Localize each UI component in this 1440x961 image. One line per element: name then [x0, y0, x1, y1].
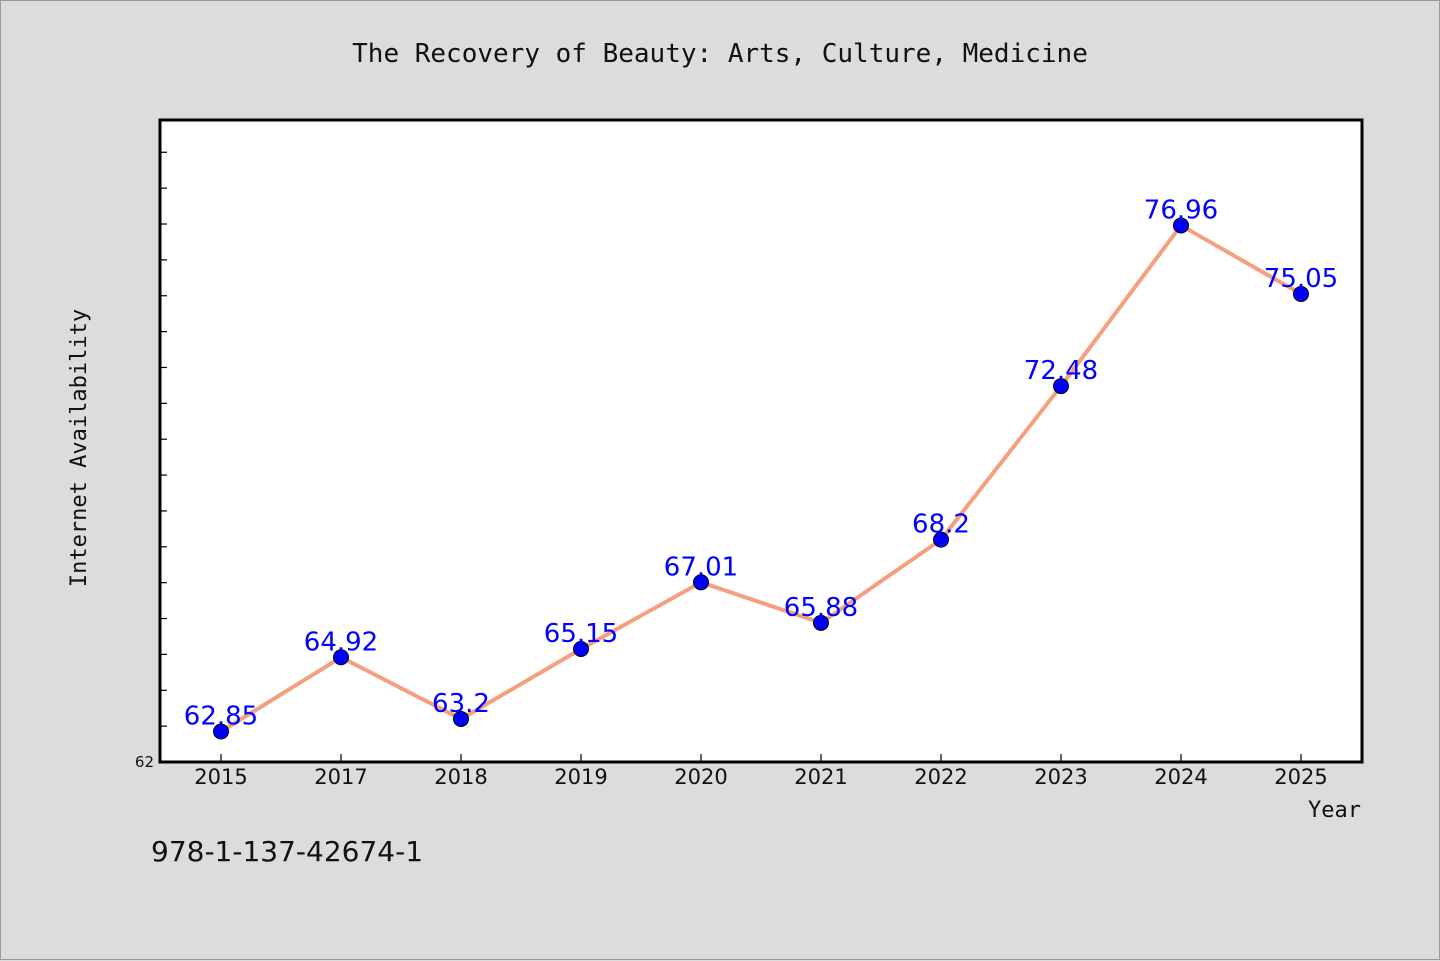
x-tick-label: 2021	[794, 765, 847, 789]
data-label: 75.05	[1264, 264, 1338, 294]
x-tick-label: 2015	[194, 765, 247, 789]
data-point	[1053, 378, 1069, 395]
data-point	[573, 641, 589, 658]
data-point	[1293, 285, 1309, 302]
data-point	[333, 649, 349, 666]
x-tick-label: 2024	[1154, 765, 1207, 789]
x-tick-label: 2022	[914, 765, 967, 789]
chart-title: The Recovery of Beauty: Arts, Culture, M…	[352, 39, 1088, 69]
data-label: 76.96	[1144, 195, 1218, 225]
data-label: 72.48	[1024, 356, 1098, 386]
data-label: 64.92	[304, 627, 378, 657]
data-point	[933, 531, 949, 548]
x-axis-ticks: 2015 2017 2018 2019 2020 2021 2022 2023 2024 2025	[194, 754, 1328, 789]
data-point	[693, 574, 709, 591]
data-label: 62.85	[184, 702, 258, 732]
series-layer: 62.85 64.92 63.2 65.15 67.01 65.88 68.2 72.48 76…	[184, 195, 1338, 740]
data-point	[453, 710, 469, 727]
data-label: 67.01	[664, 552, 738, 582]
data-label: 65.88	[784, 593, 858, 623]
isbn-text: 978-1-137-42674-1	[151, 835, 424, 868]
data-point	[813, 614, 829, 631]
series-line	[219, 223, 1302, 734]
y-axis-ticks	[160, 151, 167, 727]
x-tick-label: 2025	[1274, 765, 1327, 789]
data-label: 65.15	[544, 619, 618, 649]
plot-area	[158, 118, 1364, 764]
x-tick-label: 2023	[1034, 765, 1087, 789]
x-tick-label: 2018	[434, 765, 487, 789]
x-axis-label: Year	[1308, 798, 1361, 823]
data-point	[1173, 217, 1189, 234]
y-axis-label: Internet Availability	[67, 309, 92, 587]
data-label: 63.2	[432, 689, 490, 719]
data-point	[213, 723, 229, 740]
x-tick-label: 2017	[314, 765, 367, 789]
y-tick-label: 62	[135, 753, 154, 771]
x-tick-label: 2020	[674, 765, 727, 789]
x-tick-label: 2019	[554, 765, 607, 789]
data-label: 68.2	[912, 510, 970, 540]
